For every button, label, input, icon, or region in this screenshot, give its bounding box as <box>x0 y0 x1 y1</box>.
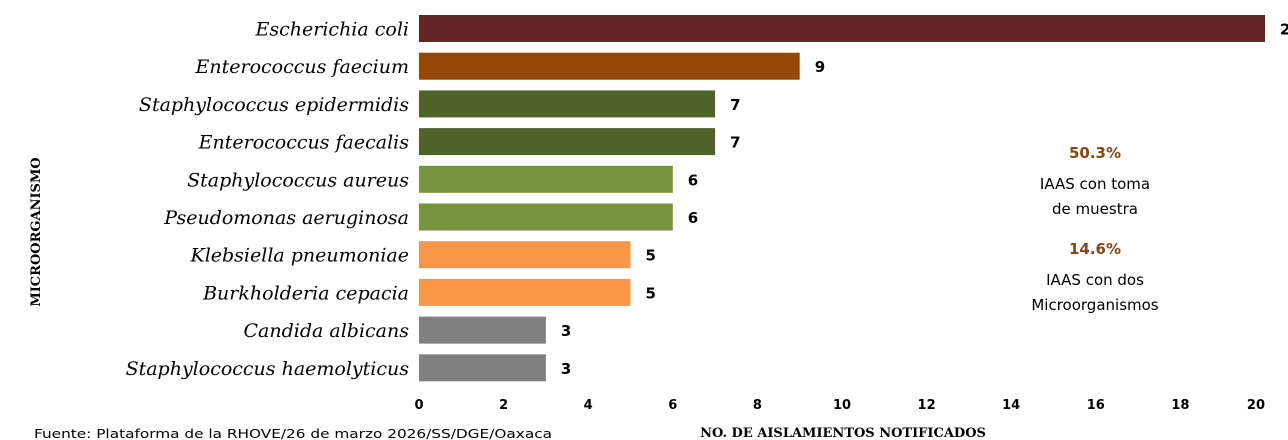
x-tick-label: 20 <box>1247 398 1265 413</box>
x-tick-label: 6 <box>668 398 677 413</box>
bar <box>419 354 546 382</box>
value-labels: 20 9 7 7 6 6 5 5 3 3 <box>561 21 1288 378</box>
bar <box>419 52 800 80</box>
x-tick-label: 14 <box>1002 398 1020 413</box>
value-label: 6 <box>688 209 698 227</box>
category-label: Enterococcus faecalis <box>198 132 410 154</box>
x-tick-label: 18 <box>1171 398 1189 413</box>
value-label: 20 <box>1280 21 1288 39</box>
category-label: Klebsiella pneumoniae <box>190 245 410 267</box>
x-tick-label: 2 <box>499 398 508 413</box>
annotation-1-value: 50.3% <box>1069 144 1121 162</box>
category-label: Staphylococcus haemolyticus <box>126 358 410 380</box>
y-axis-title: MICROORGANISMO <box>29 157 44 306</box>
category-label: Pseudomonas aeruginosa <box>163 207 409 229</box>
bar <box>419 128 716 156</box>
value-label: 6 <box>688 171 698 189</box>
bar <box>419 15 1265 42</box>
x-tick-label: 16 <box>1087 398 1105 413</box>
category-labels: Escherichia coli Enterococcus faecium Stap… <box>126 19 410 380</box>
category-label: Candida albicans <box>244 320 410 342</box>
category-label: Burkholderia cepacia <box>202 282 409 304</box>
bar <box>419 316 546 344</box>
category-label: Enterococcus faecium <box>195 56 409 78</box>
annotation-2-line-2: Microorganismos <box>1031 296 1158 314</box>
bar <box>419 203 673 231</box>
x-tick-label: 4 <box>584 398 593 413</box>
x-axis-title: NO. DE AISLAMIENTOS NOTIFICADOS <box>700 426 986 440</box>
value-label: 7 <box>730 134 740 152</box>
x-tick-label: 0 <box>414 398 423 413</box>
annotation-1-line-1: IAAS con toma <box>1040 175 1150 193</box>
category-label: Staphylococcus epidermidis <box>139 94 409 116</box>
x-tick-label: 10 <box>833 398 851 413</box>
bar <box>419 278 631 306</box>
value-label: 9 <box>815 58 825 76</box>
value-label: 3 <box>561 322 571 340</box>
bar <box>419 241 631 269</box>
value-label: 3 <box>561 360 571 378</box>
bars <box>419 15 1265 382</box>
annotation-2-line-1: IAAS con dos <box>1046 271 1144 289</box>
category-label: Escherichia coli <box>255 19 409 41</box>
annotation-2-value: 14.6% <box>1069 240 1121 258</box>
source-note: Fuente: Plataforma de la RHOVE/26 de mar… <box>34 427 552 440</box>
bar <box>419 90 716 118</box>
value-label: 5 <box>646 284 656 302</box>
bar <box>419 165 673 193</box>
value-label: 7 <box>730 96 740 114</box>
x-tick-label: 12 <box>918 398 936 413</box>
x-tick-labels: 0 2 4 6 8 10 12 14 16 18 20 <box>414 398 1265 413</box>
category-label: Staphylococcus aureus <box>187 169 409 191</box>
annotation-1-line-2: de muestra <box>1052 200 1138 218</box>
x-tick-label: 8 <box>753 398 762 413</box>
value-label: 5 <box>646 247 656 265</box>
